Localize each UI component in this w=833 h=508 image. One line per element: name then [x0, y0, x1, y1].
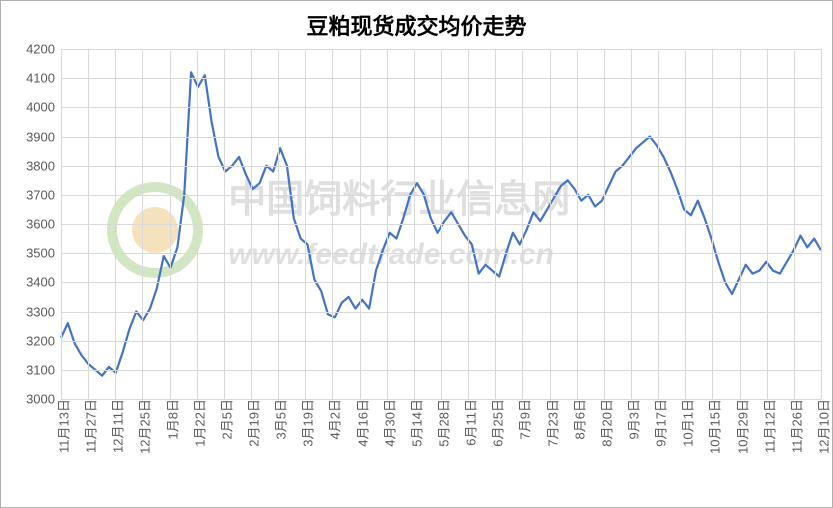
- y-axis-label: 4100: [26, 71, 61, 86]
- x-axis-label: 3月19日: [294, 399, 317, 447]
- x-axis-label: 3月5日: [267, 399, 290, 439]
- x-axis-label: 11月26日: [782, 399, 805, 453]
- gridline-v: [712, 49, 713, 399]
- gridline-v: [387, 49, 388, 399]
- x-axis-label: 11月13日: [50, 399, 73, 453]
- y-axis-label: 3900: [26, 129, 61, 144]
- x-axis-label: 8月20日: [592, 399, 615, 447]
- gridline-v: [468, 49, 469, 399]
- x-axis-label: 6月11日: [457, 399, 480, 446]
- gridline-v: [61, 49, 62, 399]
- x-axis-label: 4月16日: [348, 399, 371, 447]
- y-axis-label: 3600: [26, 217, 61, 232]
- y-axis-label: 3700: [26, 187, 61, 202]
- gridline-v: [88, 49, 89, 399]
- x-axis-label: 7月23日: [538, 399, 561, 447]
- x-axis-label: 12月10日: [810, 399, 833, 454]
- y-axis-label: 4000: [26, 100, 61, 115]
- gridline-v: [550, 49, 551, 399]
- x-axis-label: 8月6日: [565, 399, 588, 439]
- gridline-v: [197, 49, 198, 399]
- x-axis-label: 5月14日: [402, 399, 425, 447]
- gridline-v: [142, 49, 143, 399]
- x-axis-label: 12月25日: [131, 399, 154, 454]
- x-axis-label: 10月15日: [701, 399, 724, 454]
- gridline-v: [631, 49, 632, 399]
- y-axis-label: 3800: [26, 158, 61, 173]
- gridline-v: [414, 49, 415, 399]
- plot-area: 中国饲料行业信息网 www.feedtrade.com.cn 300031003…: [61, 49, 821, 399]
- gridline-v: [522, 49, 523, 399]
- x-axis-label: 7月9日: [511, 399, 534, 439]
- x-axis-label: 12月11日: [104, 399, 127, 453]
- gridline-v: [495, 49, 496, 399]
- gridline-v: [360, 49, 361, 399]
- gridline-v: [604, 49, 605, 399]
- gridline-v: [305, 49, 306, 399]
- x-axis-label: 4月2日: [321, 399, 344, 439]
- gridline-v: [251, 49, 252, 399]
- x-axis-label: 10月1日: [674, 399, 697, 447]
- gridline-v: [224, 49, 225, 399]
- gridline-v: [441, 49, 442, 399]
- x-axis-label: 1月8日: [158, 399, 181, 439]
- y-axis-label: 3400: [26, 275, 61, 290]
- gridline-v: [740, 49, 741, 399]
- x-axis-label: 5月28日: [430, 399, 453, 447]
- gridline-v: [685, 49, 686, 399]
- gridline-v: [821, 49, 822, 399]
- y-axis-label: 4200: [26, 42, 61, 57]
- gridline-v: [115, 49, 116, 399]
- x-axis-label: 10月29日: [728, 399, 751, 454]
- x-axis-label: 11月12日: [755, 399, 778, 453]
- x-axis-label: 11月27日: [77, 399, 100, 453]
- y-axis-label: 3200: [26, 333, 61, 348]
- gridline-v: [577, 49, 578, 399]
- y-axis-label: 3300: [26, 304, 61, 319]
- x-axis-label: 9月17日: [647, 399, 670, 447]
- gridline-v: [278, 49, 279, 399]
- gridline-v: [794, 49, 795, 399]
- gridline-v: [658, 49, 659, 399]
- x-axis-label: 1月22日: [185, 399, 208, 447]
- chart-container: 豆粕现货成交均价走势 中国饲料行业信息网 www.feedtrade.com.c…: [0, 0, 833, 508]
- gridline-v: [170, 49, 171, 399]
- gridline-v: [767, 49, 768, 399]
- gridline-v: [332, 49, 333, 399]
- x-axis-label: 9月3日: [620, 399, 643, 439]
- y-axis-label: 3100: [26, 362, 61, 377]
- y-axis-label: 3500: [26, 246, 61, 261]
- x-axis-label: 2月19日: [240, 399, 263, 447]
- x-axis-label: 6月25日: [484, 399, 507, 447]
- chart-title: 豆粕现货成交均价走势: [1, 9, 832, 41]
- x-axis-label: 4月30日: [375, 399, 398, 447]
- x-axis-label: 2月5日: [212, 399, 235, 439]
